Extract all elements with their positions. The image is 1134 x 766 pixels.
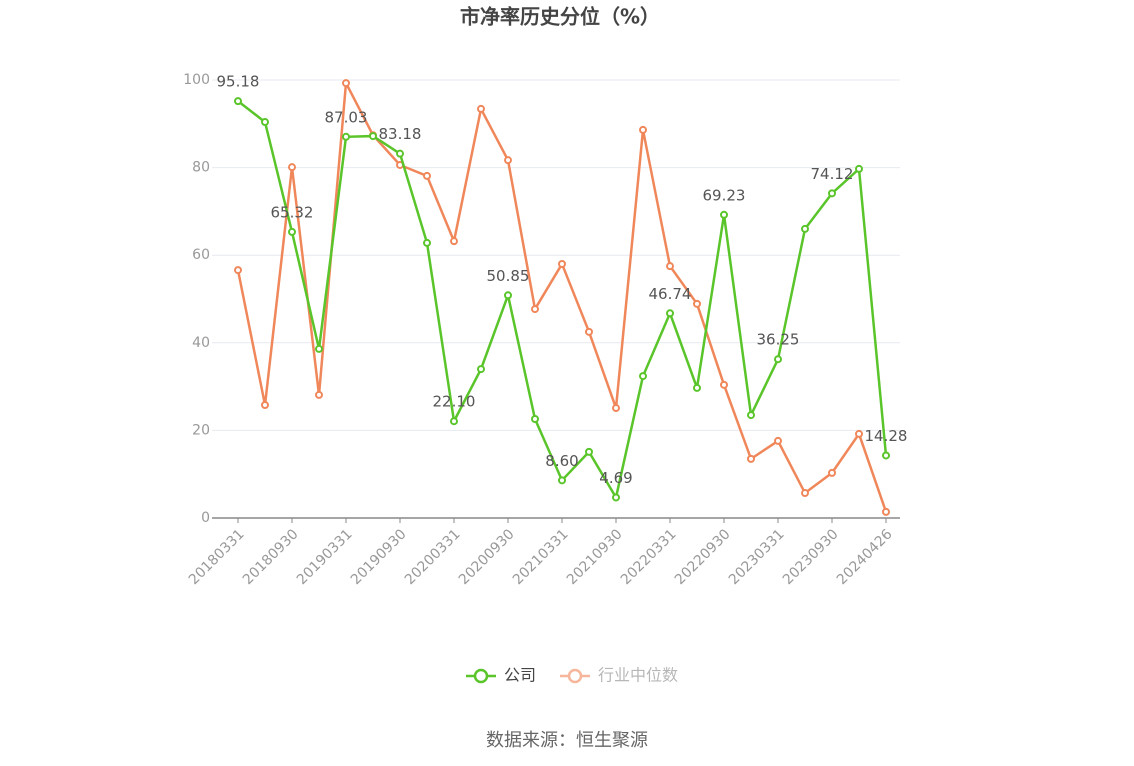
data-point xyxy=(666,309,674,318)
data-point xyxy=(855,164,863,173)
data-point xyxy=(774,436,782,445)
data-point xyxy=(261,400,269,409)
data-point xyxy=(666,262,674,271)
data-label: 4.69 xyxy=(599,469,632,487)
data-label: 46.74 xyxy=(649,285,692,303)
data-point xyxy=(855,429,863,438)
data-point xyxy=(801,489,809,498)
data-point xyxy=(828,468,836,477)
x-tick-label: 20190930 xyxy=(348,526,410,588)
chart-title: 市净率历史分位（%） xyxy=(460,5,660,29)
x-tick-label: 20200331 xyxy=(402,526,464,588)
data-point xyxy=(720,380,728,389)
x-tick-label: 20240426 xyxy=(834,526,896,588)
data-label: 36.25 xyxy=(757,331,800,349)
data-label: 95.18 xyxy=(217,73,260,91)
data-point xyxy=(585,447,593,456)
y-tick-label: 100 xyxy=(183,72,210,88)
data-point xyxy=(585,327,593,336)
x-tick-label: 20200930 xyxy=(456,526,518,588)
data-point xyxy=(801,224,809,233)
data-point xyxy=(342,132,350,141)
data-point xyxy=(558,259,566,268)
y-tick-label: 80 xyxy=(192,160,210,176)
data-point xyxy=(477,365,485,374)
y-tick-label: 60 xyxy=(192,247,210,263)
data-point xyxy=(882,507,890,516)
data-point xyxy=(531,305,539,314)
data-label: 74.12 xyxy=(811,165,854,183)
data-point xyxy=(234,266,242,275)
series-line xyxy=(236,78,888,513)
data-point xyxy=(720,210,728,219)
data-point xyxy=(612,493,620,502)
data-label: 65.32 xyxy=(271,203,314,221)
data-point xyxy=(504,156,512,165)
data-point xyxy=(288,227,296,236)
data-point xyxy=(612,404,620,413)
x-tick-label: 20190331 xyxy=(294,526,356,588)
data-point xyxy=(639,125,647,134)
x-tick-label: 20210930 xyxy=(564,526,626,588)
data-point xyxy=(747,454,755,463)
legend-item[interactable]: 公司 xyxy=(466,666,536,685)
data-point xyxy=(558,476,566,485)
data-point xyxy=(693,299,701,308)
data-label: 69.23 xyxy=(703,186,746,204)
data-point xyxy=(450,237,458,246)
x-tick-label: 20220331 xyxy=(618,526,680,588)
x-tick-label: 20230930 xyxy=(780,526,842,588)
data-point xyxy=(261,118,269,127)
data-point xyxy=(234,97,242,106)
legend-label: 公司 xyxy=(504,666,536,685)
data-point xyxy=(828,189,836,198)
data-point xyxy=(747,411,755,420)
x-tick-label: 20210331 xyxy=(510,526,572,588)
x-tick-label: 20180930 xyxy=(240,526,302,588)
x-tick-label: 20180331 xyxy=(186,526,248,588)
data-point xyxy=(450,417,458,426)
data-point xyxy=(315,390,323,399)
x-tick-label: 20230331 xyxy=(726,526,788,588)
data-point xyxy=(693,383,701,392)
data-point xyxy=(774,355,782,364)
data-point xyxy=(396,149,404,158)
data-label: 50.85 xyxy=(487,267,530,285)
data-point xyxy=(288,163,296,172)
source: 数据来源：恒生聚源 xyxy=(486,730,648,751)
data-point xyxy=(369,132,377,141)
legend-item[interactable]: 行业中位数 xyxy=(560,666,678,685)
data-point xyxy=(477,104,485,113)
legend-label: 行业中位数 xyxy=(598,666,678,685)
data-point xyxy=(504,291,512,300)
data-label: 87.03 xyxy=(325,108,368,126)
data-point xyxy=(531,415,539,424)
data-label: 22.10 xyxy=(433,393,476,411)
data-point xyxy=(423,238,431,247)
data-point xyxy=(315,344,323,353)
series-line xyxy=(237,100,888,501)
x-tick-label: 20220930 xyxy=(672,526,734,588)
legend-swatch xyxy=(473,668,489,684)
data-label: 14.28 xyxy=(865,427,908,445)
y-tick-label: 0 xyxy=(201,510,210,526)
data-point xyxy=(423,171,431,180)
data-label: 83.18 xyxy=(379,125,422,143)
data-point xyxy=(639,372,647,381)
data-point xyxy=(342,79,350,88)
data-label: 8.60 xyxy=(545,452,578,470)
legend-swatch xyxy=(567,668,583,684)
data-point xyxy=(882,451,890,460)
y-tick-label: 40 xyxy=(192,335,210,351)
y-tick-label: 20 xyxy=(192,422,210,438)
